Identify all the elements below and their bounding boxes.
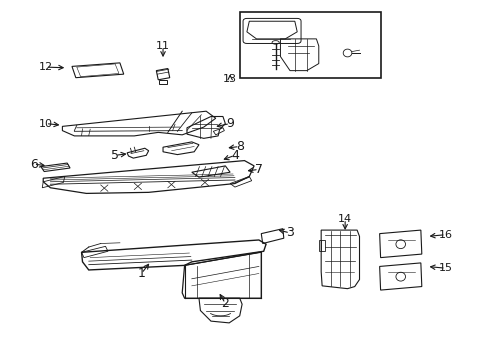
Text: 8: 8: [235, 140, 243, 153]
Text: 14: 14: [337, 214, 351, 224]
Text: 3: 3: [285, 226, 293, 239]
Bar: [239, 12, 380, 78]
Text: 12: 12: [39, 62, 53, 72]
Text: 5: 5: [111, 149, 119, 162]
Text: 10: 10: [39, 118, 53, 129]
Text: 6: 6: [30, 158, 38, 171]
Text: 1: 1: [137, 267, 145, 280]
Text: 16: 16: [438, 230, 452, 240]
Text: 4: 4: [230, 149, 238, 162]
Text: 9: 9: [226, 117, 234, 130]
Text: 11: 11: [156, 41, 170, 51]
Text: 2: 2: [221, 297, 229, 310]
Text: 15: 15: [438, 263, 452, 273]
Text: 7: 7: [254, 163, 263, 176]
Text: 13: 13: [223, 75, 237, 85]
